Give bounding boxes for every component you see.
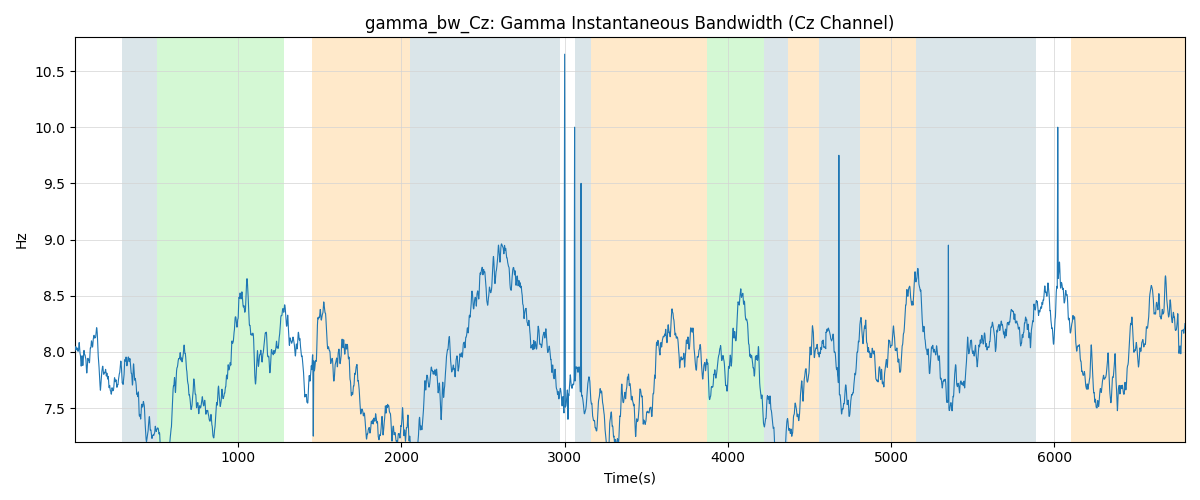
Y-axis label: Hz: Hz: [14, 230, 29, 248]
X-axis label: Time(s): Time(s): [604, 471, 656, 485]
Bar: [575, 38, 590, 442]
Bar: [409, 38, 560, 442]
Bar: [764, 38, 788, 442]
Title: gamma_bw_Cz: Gamma Instantaneous Bandwidth (Cz Channel): gamma_bw_Cz: Gamma Instantaneous Bandwid…: [365, 15, 895, 34]
Bar: [860, 38, 916, 442]
Bar: [788, 38, 820, 442]
Bar: [590, 38, 707, 442]
Bar: [122, 38, 157, 442]
Bar: [820, 38, 860, 442]
Bar: [707, 38, 764, 442]
Bar: [1070, 38, 1184, 442]
Bar: [916, 38, 1037, 442]
Bar: [312, 38, 409, 442]
Bar: [157, 38, 284, 442]
